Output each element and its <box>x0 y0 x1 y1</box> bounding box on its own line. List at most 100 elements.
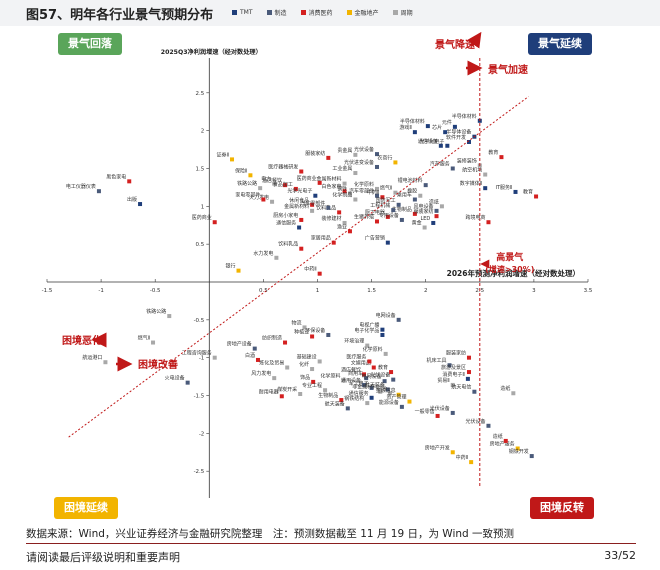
quadrant-label-bottom-right: 困境反转 <box>530 497 594 519</box>
data-point <box>323 388 328 393</box>
data-point-label: 软件开发 <box>446 134 466 141</box>
data-point-label: 电力 <box>261 176 271 183</box>
data-point-label: 广告营销 <box>365 235 385 242</box>
data-point-label: 铁路公路 <box>146 308 166 315</box>
data-point <box>212 220 217 225</box>
data-point <box>435 413 440 418</box>
data-point-label: 航空机场 <box>462 167 482 174</box>
data-point-label: 教育 <box>523 188 533 195</box>
threshold-sublabel: (增速>30%) <box>485 264 534 274</box>
data-point <box>310 202 315 207</box>
data-point-label: 半导体材料 <box>452 113 477 120</box>
x-tick-label: -0.5 <box>150 288 161 294</box>
data-point <box>486 423 491 428</box>
data-point-label: 白酒 <box>245 352 255 359</box>
data-point <box>248 173 253 178</box>
x-tick-label: 1.5 <box>367 288 376 294</box>
data-point <box>364 376 369 381</box>
y-tick-label: 1.5 <box>196 166 205 172</box>
data-point <box>299 246 304 251</box>
data-point-label: 环保设备 <box>305 327 325 334</box>
data-point-label: 电网设备 <box>362 373 382 380</box>
data-point-label: 工程咨询服务 <box>182 350 212 357</box>
data-point <box>450 450 455 455</box>
data-point <box>138 202 143 207</box>
data-point <box>362 372 367 377</box>
data-point-label: 游戏Ⅱ <box>399 124 411 131</box>
data-point <box>302 325 307 330</box>
legend-item: 制造 <box>266 8 287 17</box>
data-point-label: 基础建设 <box>297 353 317 360</box>
data-point <box>317 271 322 276</box>
data-point <box>472 389 477 394</box>
data-point <box>297 225 302 230</box>
data-point-label: 能源设备 <box>379 399 399 406</box>
data-point-label: 医疗器械研发 <box>268 164 298 171</box>
data-point <box>272 376 277 381</box>
y-tick-label: 1 <box>201 204 205 210</box>
data-point <box>434 214 439 219</box>
x-tick-label: -1 <box>98 288 103 294</box>
data-point-label: 风电设备 <box>414 203 434 210</box>
data-point-label: 贵金属 <box>337 147 352 154</box>
data-point-label: 非金属材料 <box>352 384 377 391</box>
data-point <box>365 343 370 348</box>
data-point <box>486 220 491 225</box>
data-point-label: 电子化学品 <box>354 327 379 334</box>
data-point <box>399 217 404 222</box>
data-point-label: 光伏设备 <box>370 372 390 379</box>
data-point <box>431 220 436 225</box>
data-point <box>274 255 279 260</box>
legend-swatch <box>232 10 237 15</box>
data-point-label: 金属新材料 <box>317 176 342 183</box>
data-point-label: 饮料乳品 <box>316 204 336 211</box>
data-point-label: 化纤 <box>299 361 309 368</box>
data-point <box>326 205 331 210</box>
data-point <box>396 202 401 207</box>
data-point-label: 白色家电 <box>322 183 342 190</box>
data-point <box>396 392 401 397</box>
y-tick-label: -2 <box>199 431 204 437</box>
data-point-label: 燃气Ⅱ <box>380 185 392 192</box>
data-point <box>375 193 380 198</box>
data-point-label: 资产管理 <box>386 394 406 401</box>
data-point <box>483 186 488 191</box>
data-point-label: 航运港口 <box>82 354 102 361</box>
data-point <box>380 332 385 337</box>
data-point <box>362 382 367 387</box>
data-point <box>450 410 455 415</box>
data-point <box>272 181 277 186</box>
data-point <box>311 379 316 384</box>
data-point-label: 光伏设备 <box>430 405 450 412</box>
data-point-label: 银行 <box>225 263 235 270</box>
data-point-label: 医药商业 <box>192 214 212 221</box>
data-point-label: 数字媒体Ⅱ <box>460 180 482 187</box>
data-point-label: 专业工程 <box>302 382 322 389</box>
data-point <box>511 391 516 396</box>
data-point-label: 工业金属 <box>332 165 352 172</box>
data-point <box>285 365 290 370</box>
data-point <box>255 357 260 362</box>
legend-label: 金融地产 <box>354 10 379 17</box>
data-point-label: 芯片 <box>432 124 442 131</box>
data-point-label: 生物制品 <box>392 206 412 213</box>
data-point <box>383 351 388 356</box>
accelerate-label: 景气加速 <box>488 63 528 76</box>
x-tick-label: 1 <box>316 288 320 294</box>
data-point <box>466 355 471 360</box>
improve-label: 困境改善 <box>138 358 178 371</box>
data-point <box>326 155 331 160</box>
data-point <box>342 181 347 186</box>
data-point <box>380 195 385 200</box>
data-point-label: 教育 <box>488 149 498 156</box>
data-point-label: 航天装备 <box>325 400 345 407</box>
data-point <box>299 217 304 222</box>
data-point <box>385 240 390 245</box>
data-point-label: 机床工具 <box>426 357 446 364</box>
quadrant-label-bottom-left: 困境延续 <box>54 497 118 519</box>
data-point-label: 纺织制造 <box>262 335 282 342</box>
data-point-label: 造纸 <box>429 198 439 205</box>
data-point <box>151 340 156 345</box>
data-point-label: 煤炭开采 <box>277 386 297 393</box>
data-point-label: 金融信息 <box>376 387 396 394</box>
